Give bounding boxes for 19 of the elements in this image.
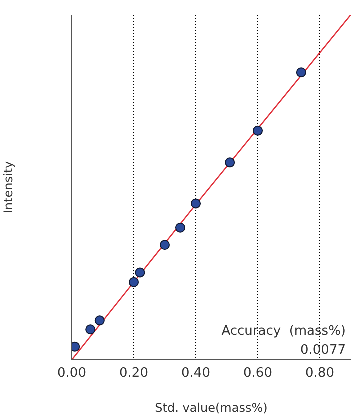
x-tick-label: 0.80 xyxy=(306,366,334,382)
point xyxy=(135,268,146,278)
point xyxy=(175,222,186,233)
x-tick-label: 0.60 xyxy=(244,366,272,382)
annotation: Accuracy (mass%) xyxy=(222,323,346,341)
x-tick-label: 0.20 xyxy=(120,366,148,382)
point xyxy=(190,198,202,209)
x-axis-title: Std. value(mass%) xyxy=(155,401,268,414)
point xyxy=(296,68,306,78)
y-axis-title: Intensity xyxy=(1,161,16,214)
point xyxy=(252,126,264,136)
point xyxy=(160,240,170,250)
point xyxy=(94,316,105,326)
point xyxy=(128,277,140,288)
x-tick-label: 0.00 xyxy=(58,366,86,382)
point xyxy=(86,324,96,335)
annotation: 0.0077 xyxy=(300,342,346,360)
point xyxy=(225,158,236,168)
x-tick-label: 0.40 xyxy=(182,366,210,382)
